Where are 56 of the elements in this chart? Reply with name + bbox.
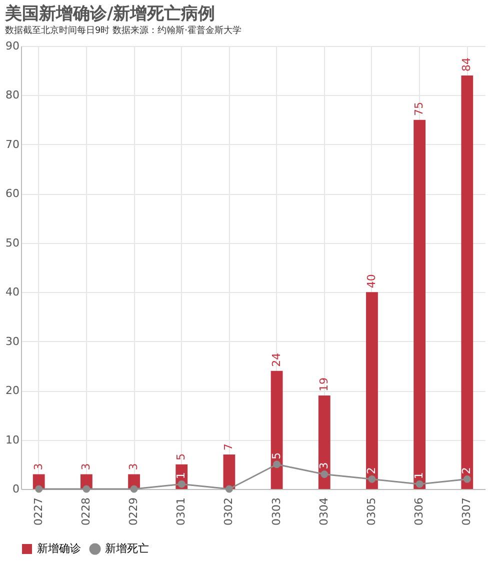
data-label: 1 xyxy=(412,472,426,480)
point xyxy=(35,485,43,493)
x-tick-label: 0301 xyxy=(174,498,188,526)
data-label: 40 xyxy=(364,274,378,288)
bar xyxy=(414,120,426,489)
y-tick-label: 0 xyxy=(12,482,20,496)
point xyxy=(130,485,138,493)
point xyxy=(463,475,471,483)
bar xyxy=(270,370,283,489)
y-tick-label: 40 xyxy=(6,286,20,299)
y-tick-label: 70 xyxy=(6,138,20,151)
legend-label: 新增死亡 xyxy=(105,542,149,555)
data-label: 3 xyxy=(79,463,92,470)
point xyxy=(320,470,328,478)
y-tick-label: 50 xyxy=(6,236,20,250)
y-tick-label: 90 xyxy=(6,40,20,52)
y-tick-label: 30 xyxy=(6,334,20,348)
bar xyxy=(223,454,236,489)
bar xyxy=(318,395,330,489)
y-tick-label: 10 xyxy=(6,433,20,446)
data-label: 5 xyxy=(174,453,188,460)
point xyxy=(273,460,281,468)
data-label: 3 xyxy=(317,462,330,470)
x-tick-label: 0305 xyxy=(364,498,378,526)
data-label: 2 xyxy=(460,467,474,474)
data-label: 1 xyxy=(174,472,188,480)
data-label: 3 xyxy=(127,463,140,470)
chart-subtitle: 数据截至北京时间每日9时 数据来源：约翰斯·霍普金斯大学 xyxy=(5,25,242,36)
data-label: 5 xyxy=(270,452,283,460)
data-label: 24 xyxy=(270,352,283,367)
data-label: 3 xyxy=(32,463,45,470)
data-label: 75 xyxy=(412,102,426,116)
point xyxy=(416,480,424,488)
point xyxy=(368,475,376,483)
x-tick-label: 0228 xyxy=(79,498,92,526)
y-tick-label: 20 xyxy=(6,384,20,398)
bar xyxy=(366,292,378,489)
point xyxy=(178,480,186,488)
x-tick-label: 0304 xyxy=(317,498,330,526)
bar xyxy=(461,76,474,489)
x-tick-label: 0227 xyxy=(32,498,45,526)
point xyxy=(82,485,90,493)
x-tick-label: 0302 xyxy=(222,498,236,526)
data-label: 84 xyxy=(460,58,474,72)
x-tick-label: 0307 xyxy=(460,498,474,526)
x-tick-label: 0306 xyxy=(412,498,426,526)
y-tick-label: 80 xyxy=(6,88,20,102)
x-tick-label: 0303 xyxy=(270,498,283,526)
y-tick-label: 60 xyxy=(6,187,20,200)
data-label: 2 xyxy=(364,467,378,474)
x-tick-label: 0229 xyxy=(127,498,140,526)
data-label: 19 xyxy=(317,377,330,392)
legend-label: 新增确诊 xyxy=(37,542,81,555)
point xyxy=(225,485,233,493)
data-label: 7 xyxy=(222,444,236,451)
chart-title: 美国新增确诊/新增死亡病例 xyxy=(4,4,216,24)
